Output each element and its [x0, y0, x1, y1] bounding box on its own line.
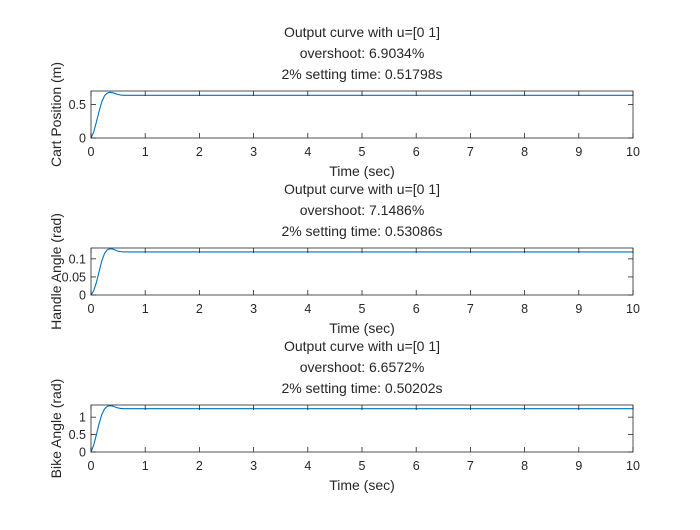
- x-tick-label: 1: [142, 145, 149, 159]
- y-tick-label: 0: [79, 446, 86, 460]
- x-tick-label: 3: [250, 145, 257, 159]
- chart-title-line-3: 2% setting time: 0.51798s: [281, 66, 442, 82]
- x-tick-label: 8: [521, 459, 528, 473]
- x-tick-label: 2: [196, 302, 203, 316]
- x-axis-label: Time (sec): [329, 320, 395, 336]
- x-tick-label: 10: [626, 145, 640, 159]
- x-tick-label: 5: [359, 302, 366, 316]
- x-tick-label: 6: [413, 145, 420, 159]
- y-tick-label: 0: [79, 289, 86, 303]
- y-tick-label: 0.05: [62, 270, 86, 284]
- axes-background: [91, 405, 633, 452]
- chart-title-line-1: Output curve with u=[0 1]: [284, 24, 440, 40]
- chart-title-line-1: Output curve with u=[0 1]: [284, 338, 440, 354]
- subplot-3: 0 1 2 3 4 5 6 7 8 9 10 0 0.5 1 Time (sec) Bike Angle (r…: [48, 338, 640, 493]
- x-tick-label: 7: [467, 145, 474, 159]
- y-tick-label: 0: [79, 132, 86, 146]
- x-tick-label: 3: [250, 302, 257, 316]
- x-tick-label: 1: [142, 459, 149, 473]
- y-axis-label: Cart Position (m): [48, 62, 64, 167]
- x-tick-label: 7: [467, 302, 474, 316]
- x-tick-label: 10: [626, 302, 640, 316]
- x-tick-label: 2: [196, 459, 203, 473]
- y-tick-label: 0.5: [69, 428, 86, 442]
- x-tick-label: 9: [575, 302, 582, 316]
- subplot-2: 0 1 2 3 4 5 6 7 8 9 10 0 0.05 0.1 Time (sec) Handle Ang…: [48, 181, 640, 336]
- x-tick-label: 4: [304, 145, 311, 159]
- x-tick-label: 5: [359, 145, 366, 159]
- x-tick-label: 0: [88, 302, 95, 316]
- y-tick-label: 0.1: [69, 252, 86, 266]
- series-line-1: [90, 405, 633, 453]
- y-axis-label: Bike Angle (rad): [48, 379, 64, 479]
- x-tick-label: 6: [413, 459, 420, 473]
- chart-title-line-2: overshoot: 6.6572%: [300, 359, 425, 375]
- x-tick-label: 4: [304, 459, 311, 473]
- y-tick-label: 0.5: [69, 98, 86, 112]
- axes-background: [91, 248, 633, 295]
- axes-background: [91, 91, 633, 138]
- x-tick-label: 8: [521, 145, 528, 159]
- x-tick-label: 0: [88, 459, 95, 473]
- chart-title-line-3: 2% setting time: 0.53086s: [281, 223, 442, 239]
- x-tick-label: 9: [575, 145, 582, 159]
- x-tick-label: 10: [626, 459, 640, 473]
- x-tick-label: 2: [196, 145, 203, 159]
- x-tick-label: 8: [521, 302, 528, 316]
- x-axis-label: Time (sec): [329, 477, 395, 493]
- x-tick-label: 1: [142, 302, 149, 316]
- x-tick-label: 0: [88, 145, 95, 159]
- chart-title-line-2: overshoot: 6.9034%: [300, 45, 425, 61]
- subplot-1: 0 1 2 3 4 5 6 7 8 9 10 0 0.5 Time (sec) Cart Position …: [48, 24, 640, 179]
- x-tick-label: 3: [250, 459, 257, 473]
- series-line-1: [90, 248, 633, 296]
- chart-title-line-3: 2% setting time: 0.50202s: [281, 380, 442, 396]
- y-axis-label: Handle Angle (rad): [48, 213, 64, 330]
- x-tick-label: 7: [467, 459, 474, 473]
- series-line-1: [90, 91, 633, 139]
- x-tick-label: 6: [413, 302, 420, 316]
- x-tick-label: 4: [304, 302, 311, 316]
- x-tick-label: 9: [575, 459, 582, 473]
- x-axis-label: Time (sec): [329, 163, 395, 179]
- chart-title-line-1: Output curve with u=[0 1]: [284, 181, 440, 197]
- y-tick-label: 1: [79, 411, 86, 425]
- x-tick-label: 5: [359, 459, 366, 473]
- chart-title-line-2: overshoot: 7.1486%: [300, 202, 425, 218]
